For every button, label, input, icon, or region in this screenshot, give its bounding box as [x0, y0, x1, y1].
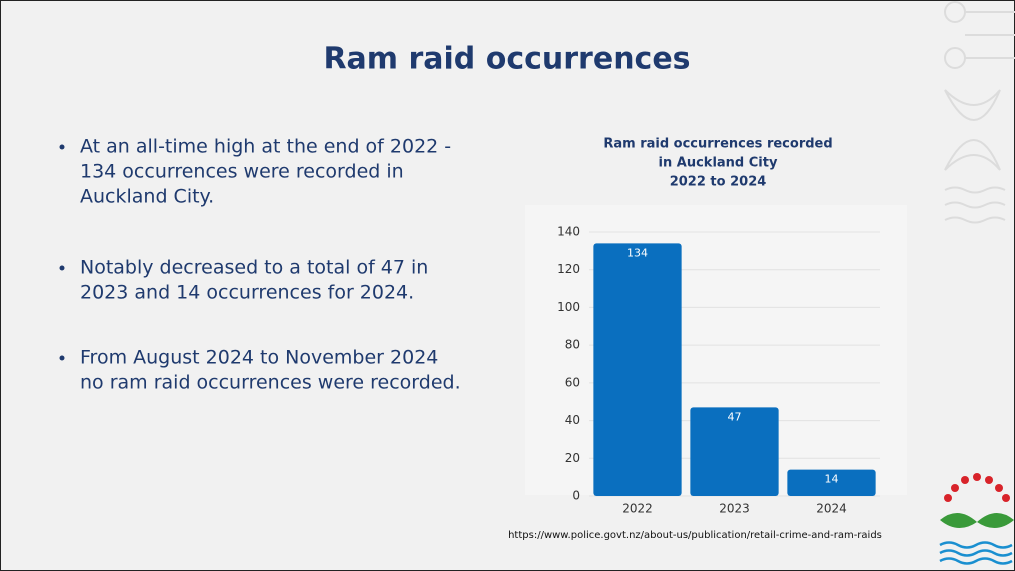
source: https://www.police.govt.nz/about-us/publ…: [508, 530, 882, 541]
x-tick-label: 2022: [622, 502, 653, 516]
value-label: 14: [825, 473, 839, 486]
value-label: 47: [728, 410, 742, 423]
value-label: 134: [627, 246, 648, 259]
chart-title: in Auckland City: [659, 156, 778, 171]
logo: [939, 473, 1014, 565]
y-tick-label: 140: [557, 225, 580, 239]
bullet-text: At an all-time high at the end of 2022 -: [80, 136, 451, 158]
bullet-text: 2023 and 14 occurrences for 2024.: [80, 282, 414, 304]
bar: [690, 407, 779, 496]
bar: [787, 469, 876, 496]
y-tick-label: 20: [565, 451, 580, 465]
x-tick-label: 2024: [816, 502, 847, 516]
bullet-text: no ram raid occurrences were recorded.: [80, 372, 461, 394]
bullet-text: 134 occurrences were recorded in: [80, 161, 404, 183]
bullet-dot: [59, 265, 65, 271]
bullet-dot: [59, 355, 65, 361]
y-tick-label: 100: [557, 300, 580, 314]
x-tick-label: 2023: [719, 502, 750, 516]
y-tick-label: 0: [572, 489, 580, 503]
slide-title: Ram raid occurrences: [323, 42, 690, 77]
decoration: [944, 1, 1015, 224]
bar: [593, 243, 682, 496]
bullet-text: Notably decreased to a total of 47 in: [80, 257, 428, 279]
bullet-text: From August 2024 to November 2024: [80, 347, 438, 369]
y-tick-label: 60: [565, 375, 580, 389]
bullet-dot: [59, 144, 65, 150]
y-tick-label: 40: [565, 413, 580, 427]
bullet-text: Auckland City.: [80, 186, 214, 208]
chart-title: 2022 to 2024: [670, 175, 767, 190]
y-tick-label: 80: [565, 338, 580, 352]
chart-title: Ram raid occurrences recorded: [603, 137, 832, 152]
y-tick-label: 120: [557, 262, 580, 276]
